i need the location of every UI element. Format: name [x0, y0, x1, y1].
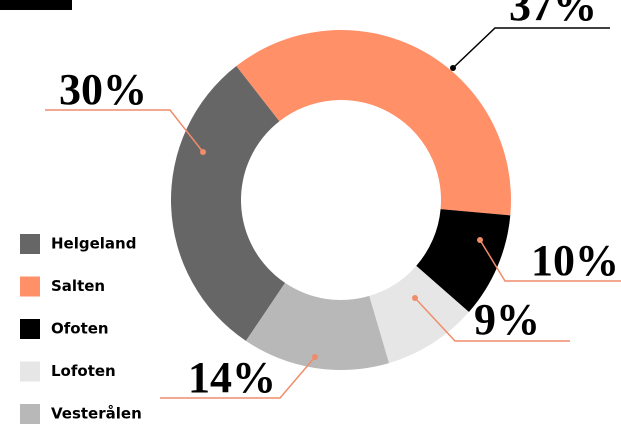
- leader-line: [45, 109, 204, 153]
- legend-swatch: [20, 234, 40, 254]
- legend-label: Vesterålen: [51, 405, 142, 423]
- legend-label: Helgeland: [51, 235, 136, 253]
- leader-dot: [450, 65, 456, 71]
- donut-slice: [416, 209, 511, 312]
- legend-label: Lofoten: [51, 362, 116, 380]
- donut-slice: [369, 265, 469, 364]
- leader-line: [479, 239, 621, 282]
- legend-label: Ofoten: [51, 320, 109, 338]
- value-label: 9%: [474, 295, 540, 344]
- donut-slice: [245, 282, 389, 370]
- donut-slice: [170, 66, 286, 341]
- value-label: 14%: [188, 353, 276, 402]
- leader-line: [414, 297, 570, 342]
- leader-dot: [312, 354, 318, 360]
- legend-swatch: [20, 276, 40, 297]
- value-label: 10%: [531, 236, 619, 285]
- donut-slice: [236, 29, 512, 216]
- corner-block: [0, 0, 72, 10]
- leader-dot: [477, 237, 483, 243]
- legend-swatch: [20, 319, 40, 339]
- leader-line: [452, 27, 610, 69]
- legend-label: Salten: [51, 277, 105, 295]
- leader-line: [160, 356, 316, 399]
- value-label: 30%: [59, 65, 147, 114]
- legend-swatch: [20, 404, 40, 424]
- leader-dot: [200, 149, 206, 155]
- value-label: 37%: [509, 0, 597, 30]
- leader-dot: [412, 295, 418, 301]
- legend-swatch: [20, 361, 40, 382]
